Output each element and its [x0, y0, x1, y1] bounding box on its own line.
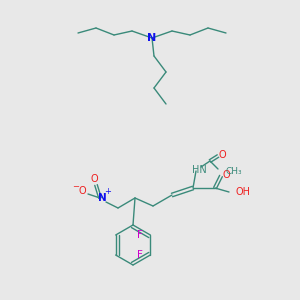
Text: N: N [98, 193, 106, 203]
Text: −: − [73, 182, 80, 191]
Text: F: F [137, 230, 143, 240]
Text: O: O [218, 150, 226, 160]
Text: O: O [78, 186, 86, 196]
Text: O: O [90, 174, 98, 184]
Text: HN: HN [192, 165, 207, 175]
Text: OH: OH [236, 187, 251, 197]
Text: +: + [105, 188, 111, 196]
Text: F: F [137, 250, 143, 260]
Text: O: O [222, 170, 230, 180]
Text: CH₃: CH₃ [226, 167, 243, 176]
Text: N: N [147, 33, 157, 43]
